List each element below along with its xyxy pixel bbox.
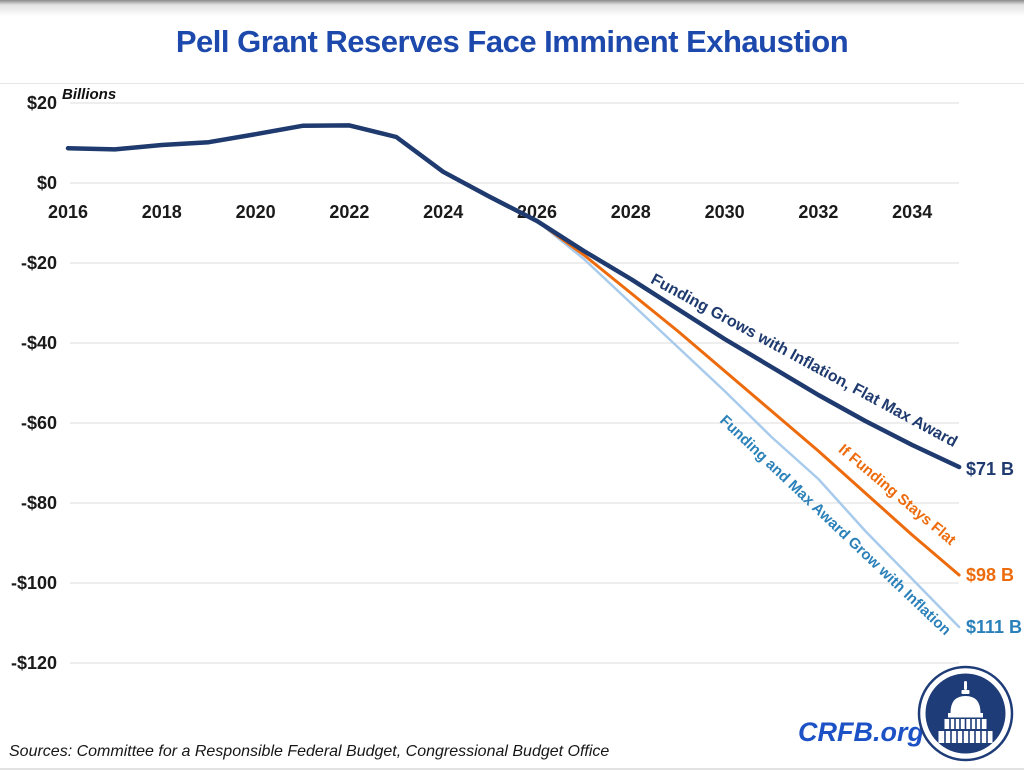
header-divider — [0, 83, 1024, 84]
end-value-label-navy: $71 B — [966, 459, 1015, 479]
svg-text:-$120: -$120 — [11, 653, 57, 673]
capitol-columns — [944, 719, 988, 743]
end-value-label-orange: $98 B — [966, 565, 1015, 585]
svg-text:-$60: -$60 — [21, 413, 57, 433]
svg-text:2018: 2018 — [142, 202, 182, 222]
svg-text:2022: 2022 — [329, 202, 369, 222]
crfb-capitol-logo — [917, 665, 1014, 762]
page-title: Pell Grant Reserves Face Imminent Exhaus… — [175, 24, 849, 59]
end-value-label-lightblue: $111 B — [966, 617, 1023, 637]
top-shadow-band — [0, 0, 1024, 16]
svg-text:2034: 2034 — [892, 202, 932, 222]
svg-text:2024: 2024 — [423, 202, 463, 222]
svg-text:2030: 2030 — [705, 202, 745, 222]
svg-text:-$40: -$40 — [21, 333, 57, 353]
crfb-org-link[interactable]: CRFB.org — [798, 717, 924, 747]
svg-text:2028: 2028 — [611, 202, 651, 222]
svg-text:-$20: -$20 — [21, 253, 57, 273]
y-axis-unit-label: Billions — [62, 86, 117, 103]
svg-text:2020: 2020 — [236, 202, 276, 222]
svg-text:2016: 2016 — [48, 202, 88, 222]
svg-text:-$80: -$80 — [21, 493, 57, 513]
svg-text:2032: 2032 — [798, 202, 838, 222]
svg-text:$0: $0 — [37, 173, 57, 193]
svg-text:$20: $20 — [27, 93, 57, 113]
svg-text:-$100: -$100 — [11, 573, 57, 593]
bottom-edge — [0, 768, 1024, 770]
sources-note: Sources: Committee for a Responsible Fed… — [9, 743, 610, 760]
